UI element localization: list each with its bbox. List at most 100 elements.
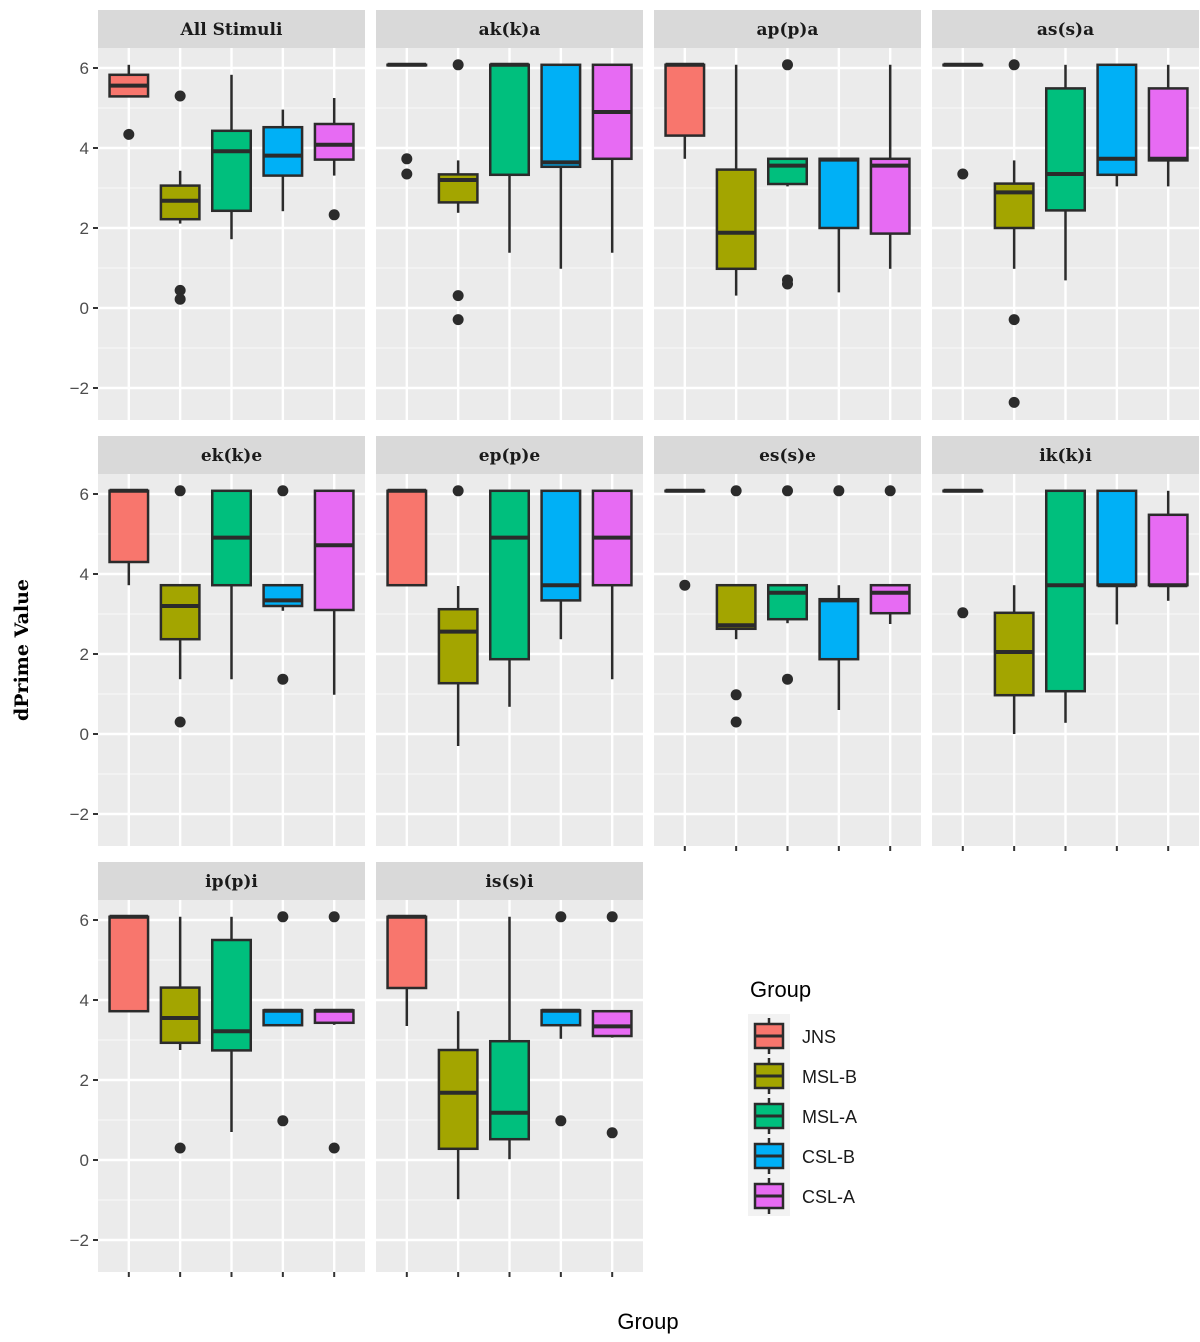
box-iqr (869, 583, 911, 615)
outlier-point (957, 607, 969, 619)
y-tick-label: 6 (80, 485, 89, 504)
outlier-point (174, 284, 186, 296)
outlier-point (452, 59, 464, 71)
boxplot-jns (942, 62, 984, 180)
boxplot-csl-b (1096, 489, 1138, 625)
box-iqr (210, 129, 253, 213)
boxplot-jns (108, 914, 150, 1013)
legend-item-msl-a: MSL-A (753, 1098, 857, 1134)
legend: JNS MSL-B MSL-A CSL-B CSL-A (748, 1014, 857, 1216)
box-iqr (262, 125, 304, 177)
boxplot-csl-b (262, 109, 304, 212)
box-iqr (1096, 489, 1138, 587)
boxplot-msl-a (210, 74, 253, 240)
boxplot-csl-a (313, 98, 355, 221)
outlier-point (679, 579, 691, 591)
box-iqr (210, 938, 253, 1052)
boxplot-csl-a (1147, 490, 1189, 601)
boxplot-msl-b (993, 585, 1035, 734)
box-iqr (437, 607, 479, 685)
facet-strip (98, 436, 365, 474)
boxplot-csl-a (869, 64, 911, 269)
legend-item-msl-b: MSL-B (753, 1058, 857, 1094)
outlier-point (730, 689, 742, 701)
box-iqr (488, 489, 531, 661)
y-tick-label: 4 (80, 991, 89, 1010)
y-tick-label: 4 (80, 139, 89, 158)
box-iqr (715, 168, 757, 271)
legend-item-csl-a: CSL-A (753, 1178, 855, 1214)
box-iqr (159, 986, 201, 1045)
box-iqr (108, 489, 150, 564)
boxplot-csl-a (591, 911, 633, 1139)
outlier-point (174, 716, 186, 728)
boxplot-jns (664, 62, 706, 159)
outlier-point (730, 716, 742, 728)
boxplot-msl-b (715, 64, 757, 296)
outlier-point (123, 128, 135, 140)
boxplot-msl-a (766, 485, 809, 685)
boxplot-msl-a (488, 916, 531, 1160)
box-iqr (818, 597, 860, 661)
box-iqr (313, 489, 355, 612)
box-iqr (1044, 489, 1087, 693)
y-tick-label: 6 (80, 59, 89, 78)
box-iqr (664, 63, 706, 137)
facet-strip (654, 10, 921, 48)
legend-item-jns: JNS (753, 1018, 836, 1054)
y-tick-label: −2 (70, 379, 89, 398)
outlier-point (174, 293, 186, 305)
outlier-point (277, 673, 289, 685)
outlier-point (174, 90, 186, 102)
box-iqr (540, 489, 582, 602)
outlier-point (174, 485, 186, 497)
boxplot-msl-a (1044, 64, 1087, 281)
boxplot-msl-b (159, 90, 201, 305)
boxplot-csl-a (313, 911, 355, 1154)
facet-panel: ik(k)i (932, 436, 1199, 851)
outlier-point (782, 673, 793, 685)
boxplot-msl-b (715, 485, 757, 728)
facet-panel: All Stimuli −2 0 2 4 6 (70, 10, 365, 420)
legend-label: CSL-B (802, 1147, 855, 1167)
legend-title: Group (750, 977, 811, 1002)
box-iqr (869, 157, 911, 235)
outlier-point (277, 485, 289, 497)
boxplot-csl-b (262, 911, 304, 1127)
boxplot-msl-b (437, 59, 479, 326)
outlier-point (277, 911, 289, 923)
facet-strip (376, 436, 643, 474)
box-iqr (386, 915, 428, 990)
boxplot-csl-b (1096, 63, 1138, 187)
facet-panel: ak(k)a (376, 10, 643, 420)
facets: All Stimuli −2 0 2 4 6 ak(k)a ap(p)a as(s)a ek(k)… (70, 10, 1199, 1277)
boxplot-jns (386, 488, 428, 587)
facet-strip-label: es(s)e (759, 446, 816, 466)
facet-panel: is(s)i (376, 862, 643, 1277)
box-iqr (386, 489, 428, 587)
x-axis-title: Group (617, 1309, 678, 1334)
facet-strip-label: is(s)i (485, 872, 534, 892)
facet-strip (376, 10, 643, 48)
facet-strip-label: as(s)a (1037, 20, 1094, 40)
outlier-point (555, 911, 567, 923)
outlier-point (1008, 314, 1020, 326)
facet-panel: ip(p)i −2 0 2 4 6 (70, 862, 365, 1277)
boxplot-csl-b (262, 485, 304, 685)
boxplot-csl-a (313, 489, 355, 695)
box-iqr (262, 583, 304, 608)
box-iqr (437, 1048, 479, 1151)
outlier-point (782, 278, 793, 290)
boxplot-msl-b (437, 485, 479, 746)
box-iqr (540, 63, 582, 169)
facet-strip (98, 862, 365, 900)
y-tick-label: −2 (70, 805, 89, 824)
y-tick-label: 6 (80, 911, 89, 930)
box-iqr (818, 157, 860, 230)
box-iqr (1044, 87, 1087, 212)
outlier-point (174, 1142, 186, 1154)
outlier-point (606, 1127, 618, 1139)
outlier-point (957, 168, 969, 180)
box-iqr (591, 1009, 633, 1038)
